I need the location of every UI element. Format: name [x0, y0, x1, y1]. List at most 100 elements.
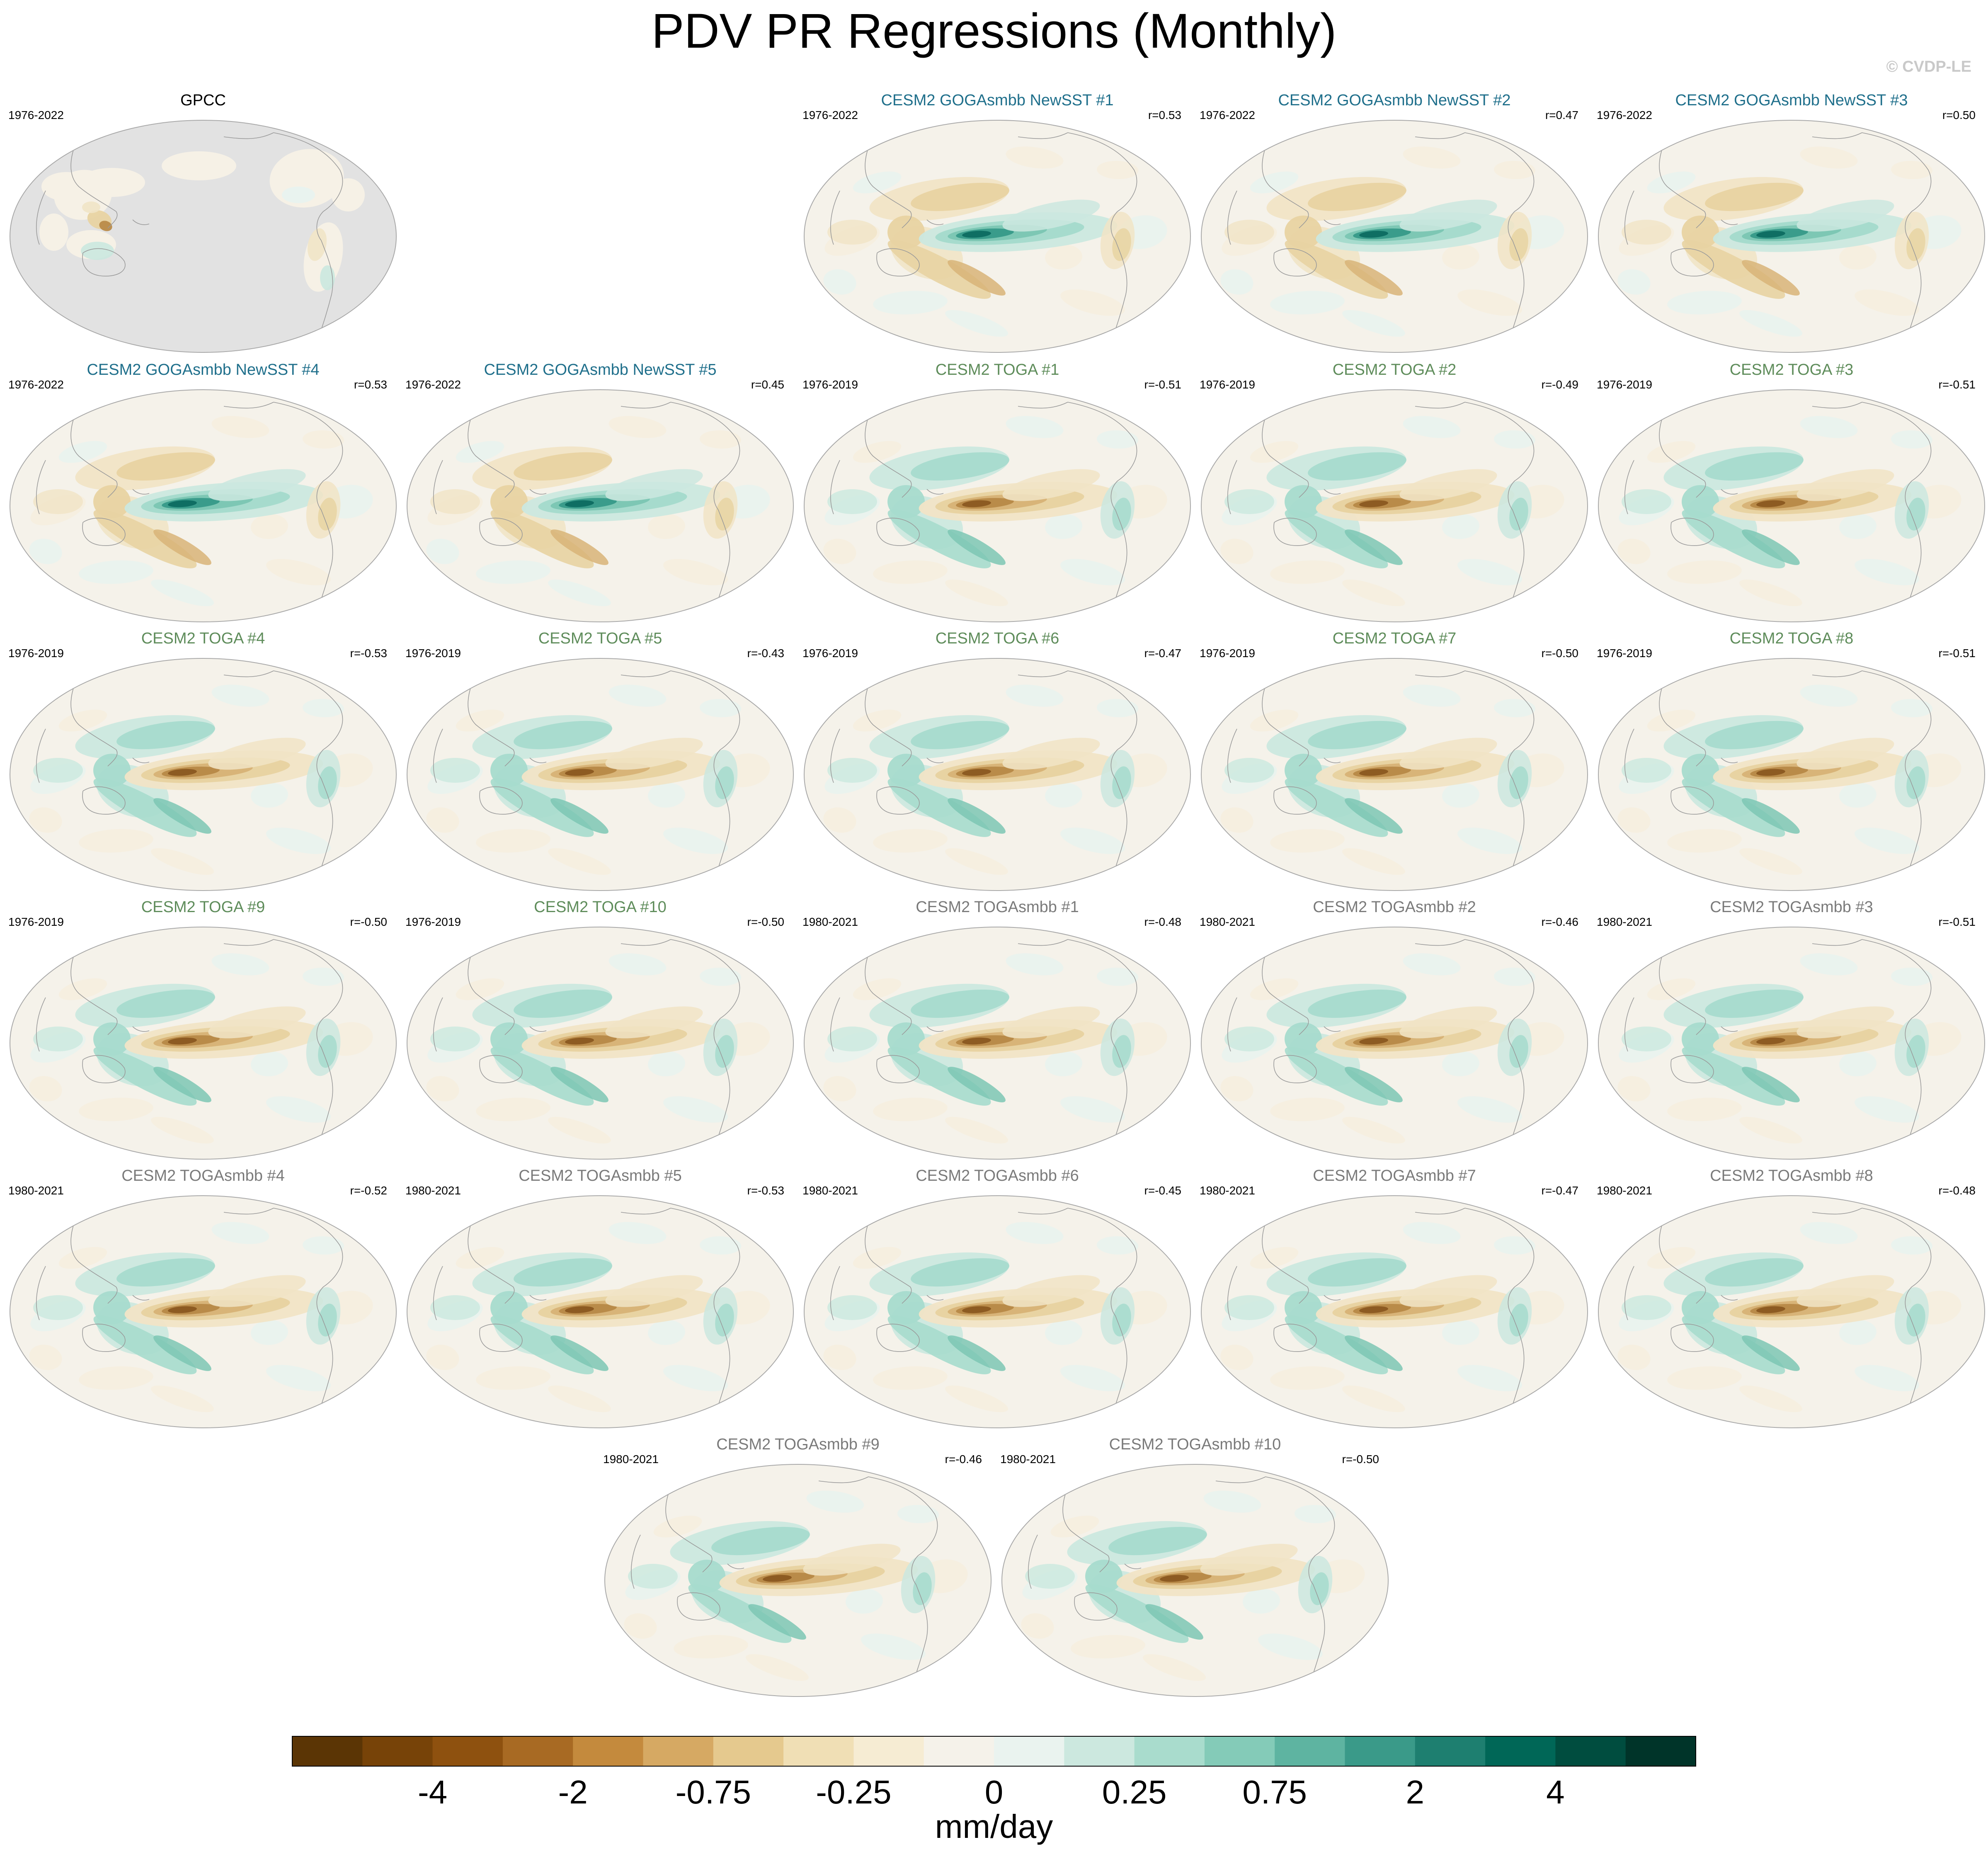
- map-panel: CESM2 TOGAsmbb #1 1980-2021 r=-0.48: [802, 898, 1192, 1163]
- colorbar-segment: [292, 1736, 363, 1766]
- panel-years: 1976-2022: [1597, 109, 1652, 121]
- panel-title: CESM2 TOGAsmbb #5: [519, 1167, 682, 1184]
- map-outline: [10, 658, 397, 891]
- map-outline: [407, 389, 794, 622]
- map-outline: [1201, 927, 1588, 1160]
- panel-title: CESM2 GOGAsmbb NewSST #3: [1675, 92, 1908, 109]
- map-plot: [1598, 658, 1985, 891]
- colorbar-tick-label: -0.25: [816, 1774, 891, 1808]
- map-outline: [1598, 120, 1985, 353]
- field-pattern: [407, 927, 793, 1159]
- panel-title: CESM2 TOGAsmbb #6: [916, 1167, 1079, 1184]
- field-pattern: [804, 927, 1190, 1159]
- colorbar-segment: [783, 1736, 854, 1766]
- colorbar-tick-label: 0: [985, 1774, 1004, 1808]
- map-outline: [804, 927, 1191, 1160]
- map-panel: CESM2 TOGA #6 1976-2019 r=-0.47: [802, 629, 1192, 895]
- field-pattern: [804, 1196, 1190, 1428]
- map-outline: [1201, 389, 1588, 622]
- panel-years: 1976-2019: [1597, 647, 1652, 660]
- panel-years: 1976-2019: [1200, 378, 1255, 391]
- panel-years: 1980-2021: [8, 1184, 64, 1197]
- field-pattern: [1201, 658, 1588, 891]
- map-outline: [407, 658, 794, 891]
- colorbar-segment: [1485, 1736, 1556, 1766]
- panel-years: 1980-2021: [405, 1184, 461, 1197]
- panel-title: CESM2 TOGA #9: [141, 898, 265, 916]
- colorbar-segment: [1204, 1736, 1275, 1766]
- map-panel: CESM2 TOGA #10 1976-2019 r=-0.50: [405, 898, 795, 1163]
- panel-correlation: r=-0.52: [350, 1184, 388, 1197]
- map-outline: [10, 1195, 397, 1428]
- map-panel: CESM2 TOGAsmbb #3 1980-2021 r=-0.51: [1597, 898, 1986, 1163]
- map-outline: [407, 1195, 794, 1428]
- panel-correlation: r=0.47: [1545, 109, 1578, 121]
- panel-title: CESM2 TOGAsmbb #10: [1109, 1436, 1281, 1453]
- map-panel: CESM2 TOGAsmbb #4 1980-2021 r=-0.52: [8, 1167, 398, 1432]
- map-panel: CESM2 TOGAsmbb #6 1980-2021 r=-0.45: [802, 1167, 1192, 1432]
- field-pattern: [407, 390, 793, 622]
- field-pattern: [804, 390, 1190, 622]
- field-pattern: [10, 1196, 396, 1428]
- map-plot: [1201, 658, 1588, 891]
- panel-correlation: r=-0.47: [1541, 1184, 1579, 1197]
- map-panel: CESM2 GOGAsmbb NewSST #1 1976-2022 r=0.53: [802, 91, 1192, 357]
- map-plot: [804, 389, 1191, 622]
- map-outline: [1201, 120, 1588, 353]
- map-outline: [10, 120, 397, 353]
- map-plot: [1598, 927, 1985, 1160]
- map-plot: [10, 120, 397, 353]
- panel-years: 1980-2021: [802, 1184, 858, 1197]
- map-outline: [804, 1195, 1191, 1428]
- map-plot: [1598, 120, 1985, 353]
- colorbar-segment: [1275, 1736, 1346, 1766]
- panel-correlation: r=-0.48: [1938, 1184, 1976, 1197]
- panel-title: CESM2 TOGAsmbb #8: [1710, 1167, 1873, 1184]
- map-outline: [804, 389, 1191, 622]
- map-plot: [1201, 1195, 1588, 1428]
- map-outline: [604, 1464, 992, 1697]
- panel-years: 1976-2019: [405, 915, 461, 928]
- panel-title: CESM2 TOGAsmbb #3: [1710, 898, 1873, 916]
- colorbar-tick-label: -2: [558, 1774, 588, 1808]
- colorbar-segment: [1555, 1736, 1626, 1766]
- colorbar-segment: [643, 1736, 714, 1766]
- map-panel: CESM2 GOGAsmbb NewSST #3 1976-2022 r=0.50: [1597, 91, 1986, 357]
- map-panel: CESM2 TOGA #7 1976-2019 r=-0.50: [1200, 629, 1589, 895]
- map-outline: [804, 658, 1191, 891]
- panel-years: 1976-2019: [405, 647, 461, 660]
- panel-title: CESM2 TOGAsmbb #4: [121, 1167, 285, 1184]
- panel-correlation: r=-0.51: [1938, 647, 1976, 660]
- panel-years: 1976-2022: [802, 109, 858, 121]
- panel-correlation: r=-0.48: [1144, 915, 1182, 928]
- panel-years: 1980-2021: [1000, 1453, 1056, 1466]
- colorbar-tick-label: -4: [418, 1774, 447, 1808]
- map-panel: CESM2 TOGA #8 1976-2019 r=-0.51: [1597, 629, 1986, 895]
- colorbar-tick-label: 4: [1546, 1774, 1565, 1808]
- map-panel: CESM2 TOGAsmbb #8 1980-2021 r=-0.48: [1597, 1167, 1986, 1432]
- map-outline: [1201, 1195, 1588, 1428]
- map-plot: [1201, 927, 1588, 1160]
- field-pattern: [1201, 1196, 1588, 1428]
- colorbar-segment: [573, 1736, 644, 1766]
- panel-title: CESM2 TOGA #8: [1729, 630, 1854, 647]
- map-outline: [1598, 927, 1985, 1160]
- field-pattern: [1598, 120, 1985, 352]
- panel-correlation: r=-0.53: [350, 647, 388, 660]
- map-panel: CESM2 TOGAsmbb #7 1980-2021 r=-0.47: [1200, 1167, 1589, 1432]
- panel-years: 1976-2022: [8, 378, 64, 391]
- panel-title: CESM2 TOGA #3: [1729, 361, 1854, 379]
- colorbar-label: mm/day: [935, 1808, 1053, 1845]
- map-outline: [407, 927, 794, 1160]
- panel-correlation: r=0.45: [751, 378, 784, 391]
- panel-years: 1976-2019: [802, 647, 858, 660]
- panel-correlation: r=-0.45: [1144, 1184, 1182, 1197]
- field-pattern: [1598, 390, 1985, 622]
- colorbar: -4 -2 -0.75 -0.25 0 0.25 0.75 2 4 mm/day: [0, 1733, 1988, 1864]
- map-plot: [10, 1195, 397, 1428]
- colorbar-segment: [1625, 1736, 1696, 1766]
- map-panel: CESM2 GOGAsmbb NewSST #2 1976-2022 r=0.47: [1200, 91, 1589, 357]
- panel-years: 1980-2021: [1200, 1184, 1255, 1197]
- map-plot: [804, 1195, 1191, 1428]
- map-panel: CESM2 TOGA #5 1976-2019 r=-0.43: [405, 629, 795, 895]
